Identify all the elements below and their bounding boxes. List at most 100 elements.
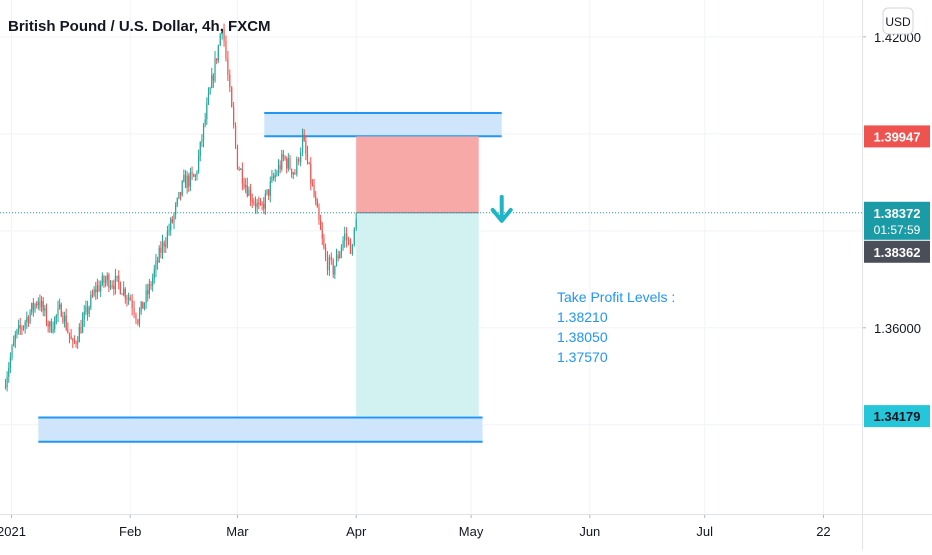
candle-body bbox=[90, 295, 92, 308]
candle-body bbox=[170, 219, 172, 231]
candle-body bbox=[264, 193, 266, 209]
candle-body bbox=[240, 168, 242, 170]
candle-body bbox=[62, 316, 64, 323]
candle-body bbox=[50, 321, 53, 332]
candle-body bbox=[165, 244, 167, 247]
take-profit-annotation: Take Profit Levels : 1.38210 1.38050 1.3… bbox=[557, 287, 675, 367]
candle-body bbox=[55, 315, 57, 318]
candle-body bbox=[251, 200, 253, 202]
candle-body bbox=[119, 282, 121, 294]
take-profit-level-1: 1.38210 bbox=[557, 309, 608, 325]
candle-body bbox=[168, 230, 170, 232]
candle-body bbox=[173, 214, 175, 223]
candle-body bbox=[184, 174, 187, 188]
support-zone[interactable] bbox=[38, 417, 483, 442]
candle-body bbox=[143, 302, 146, 309]
currency-button[interactable] bbox=[882, 7, 914, 35]
candle-body bbox=[268, 189, 270, 196]
candle-body bbox=[189, 172, 192, 187]
candle-body bbox=[123, 288, 125, 295]
candle-body bbox=[227, 58, 229, 75]
candle-body bbox=[349, 240, 352, 254]
candle-body bbox=[44, 308, 46, 311]
candle-body bbox=[332, 259, 334, 275]
candle-body bbox=[274, 174, 276, 178]
candle-body bbox=[19, 324, 21, 328]
candle-body bbox=[14, 334, 16, 341]
candle-body bbox=[45, 308, 48, 324]
candle-body bbox=[223, 29, 225, 42]
secondary-price-tag bbox=[864, 240, 930, 263]
resistance-zone[interactable] bbox=[264, 112, 502, 137]
candle-body bbox=[253, 201, 255, 204]
candle-body bbox=[254, 203, 257, 208]
candle-body bbox=[171, 219, 173, 223]
x-tick-label: Feb bbox=[119, 524, 141, 539]
candle-body bbox=[147, 290, 149, 295]
candle-body bbox=[221, 29, 223, 35]
candle-body bbox=[305, 140, 307, 154]
candle-body bbox=[93, 289, 95, 296]
candle-body bbox=[152, 278, 154, 286]
candle-body bbox=[109, 285, 112, 288]
bar-countdown-label: 01:57:59 bbox=[874, 223, 921, 237]
target-price-tag-label: 1.34179 bbox=[874, 409, 921, 424]
candle-body bbox=[16, 329, 18, 335]
target-price-tag bbox=[864, 405, 930, 428]
candle-body bbox=[330, 256, 332, 260]
candle-body bbox=[175, 204, 177, 215]
candle-body bbox=[142, 301, 144, 309]
candle-body bbox=[118, 275, 120, 283]
candle-body bbox=[27, 317, 30, 323]
candle-body bbox=[335, 255, 338, 266]
candle-body bbox=[163, 242, 165, 247]
candle-body bbox=[18, 324, 20, 330]
candle-body bbox=[315, 196, 317, 201]
candle-body bbox=[355, 218, 357, 229]
candle-body bbox=[100, 284, 102, 292]
candle-body bbox=[57, 307, 59, 316]
candle-body bbox=[300, 152, 302, 162]
candle-body bbox=[204, 119, 206, 124]
candle-body bbox=[207, 93, 210, 104]
candle-body bbox=[196, 171, 198, 176]
candle-body bbox=[47, 323, 49, 327]
candle-body bbox=[37, 301, 39, 306]
candle-body bbox=[194, 175, 196, 177]
take-profit-zone[interactable] bbox=[356, 212, 479, 417]
stop-price-tag-label: 1.39947 bbox=[874, 129, 921, 144]
candle-body bbox=[22, 326, 25, 329]
candle-body bbox=[311, 183, 314, 185]
candle-body bbox=[68, 332, 71, 337]
candle-body bbox=[183, 174, 185, 182]
candle-body bbox=[24, 322, 26, 327]
take-profit-level-3: 1.37570 bbox=[557, 349, 608, 365]
candle-body bbox=[353, 228, 355, 245]
candle-body bbox=[342, 240, 344, 248]
candle-body bbox=[11, 346, 13, 358]
candle-body bbox=[233, 107, 235, 126]
candle-body bbox=[140, 301, 142, 312]
candle-body bbox=[266, 189, 268, 194]
candle-body bbox=[346, 233, 348, 240]
candle-body bbox=[243, 183, 245, 188]
candle-body bbox=[193, 174, 195, 177]
candle-body bbox=[54, 317, 56, 330]
candle-body bbox=[212, 75, 214, 81]
candle-body bbox=[96, 285, 98, 293]
stop-loss-zone[interactable] bbox=[356, 136, 479, 213]
x-tick-label: 2021 bbox=[0, 524, 26, 539]
candle-body bbox=[31, 303, 33, 313]
candle-body bbox=[59, 304, 61, 308]
candle-body bbox=[121, 293, 123, 295]
candle-body bbox=[277, 165, 280, 174]
candle-body bbox=[148, 284, 150, 295]
take-profit-level-2: 1.38050 bbox=[557, 329, 608, 345]
candle-body bbox=[138, 311, 141, 324]
candle-body bbox=[116, 275, 118, 277]
candle-body bbox=[292, 172, 294, 175]
candle-body bbox=[188, 175, 190, 187]
candle-body bbox=[67, 329, 69, 333]
